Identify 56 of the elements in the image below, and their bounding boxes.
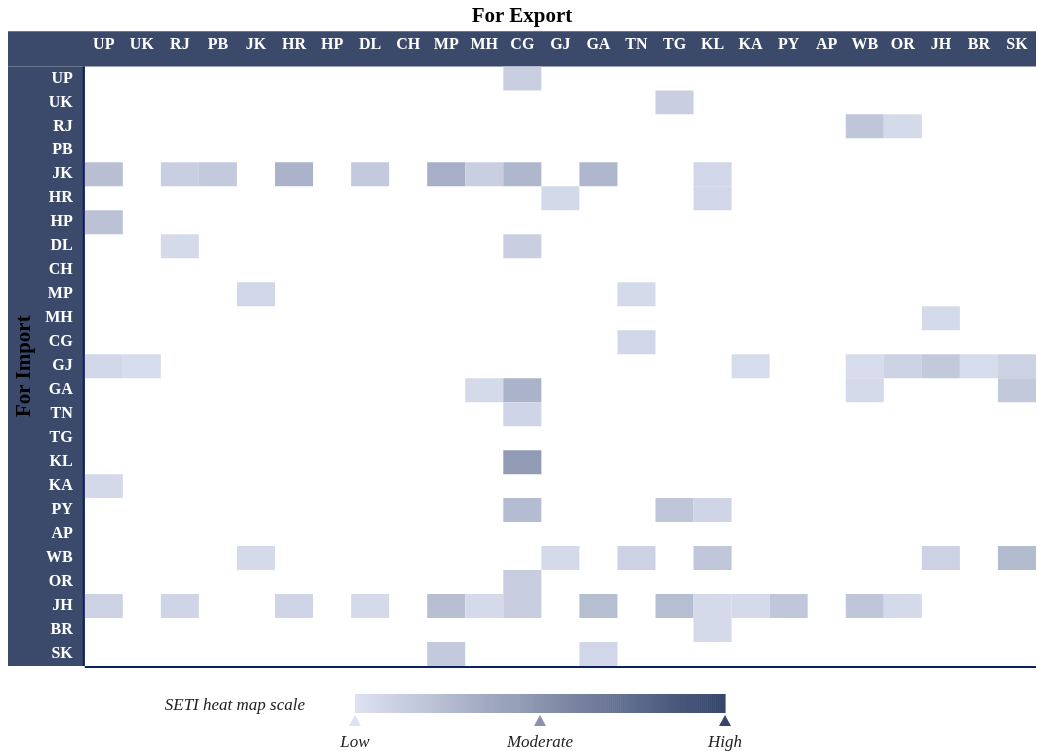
y-tick-label: DL — [50, 236, 73, 254]
x-tick-label: CG — [510, 34, 535, 52]
x-tick-label: MP — [433, 34, 459, 52]
y-tick-label: GA — [48, 380, 74, 398]
x-tick-label: UP — [93, 34, 115, 52]
chart-title: For Export — [471, 3, 573, 28]
y-tick-label: WB — [46, 548, 74, 566]
x-tick-label: OR — [890, 34, 916, 52]
y-tick-label: CG — [48, 332, 74, 350]
x-tick-label: WB — [851, 34, 879, 52]
x-tick-label: RJ — [170, 34, 190, 52]
y-tick-label: JH — [52, 596, 74, 614]
x-tick-label: BR — [967, 34, 991, 52]
x-tick-label: HP — [320, 34, 344, 52]
color-bar-label: High — [707, 732, 742, 751]
x-tick-label: PB — [207, 34, 229, 52]
y-tick-label: MP — [47, 284, 73, 302]
y-tick-label: KL — [49, 452, 73, 470]
x-tick-label: GA — [586, 34, 611, 52]
y-tick-label: RJ — [53, 116, 73, 134]
y-tick-label: PB — [52, 140, 74, 158]
color-bar-title: SETI heat map scale — [164, 695, 306, 714]
y-tick-label: HR — [48, 188, 74, 206]
y-tick-label: BR — [50, 620, 74, 638]
x-tick-label: KA — [738, 34, 764, 52]
color-bar-label: Low — [339, 732, 371, 751]
y-tick-label: KA — [48, 476, 74, 494]
x-tick-label: JK — [245, 34, 267, 52]
y-tick-label: JK — [52, 164, 74, 182]
x-tick-label: TN — [625, 34, 649, 52]
y-tick-label: CH — [48, 260, 74, 278]
y-tick-label: PY — [51, 500, 74, 518]
x-tick-label: JH — [930, 34, 952, 52]
x-tick-label: KL — [701, 34, 725, 52]
x-tick-label: UK — [129, 34, 155, 52]
y-tick-label: HP — [50, 212, 73, 230]
y-tick-label: TG — [49, 428, 74, 446]
y-tick-label: OR — [48, 572, 74, 590]
x-tick-label: CH — [396, 34, 421, 52]
y-tick-label: AP — [51, 524, 73, 542]
y-axis-title: For Import — [11, 315, 36, 418]
y-tick-label: MH — [45, 308, 74, 326]
color-bar-label: Moderate — [505, 732, 574, 751]
x-tick-label: GJ — [550, 34, 571, 52]
y-tick-label: UP — [51, 68, 73, 86]
x-tick-label: TG — [662, 34, 687, 52]
x-tick-label: MH — [470, 34, 499, 52]
y-tick-label: SK — [51, 644, 74, 662]
x-tick-label: SK — [1006, 34, 1029, 52]
x-tick-label: PY — [778, 34, 800, 52]
x-tick-label: AP — [816, 34, 838, 52]
x-tick-label: DL — [359, 34, 382, 52]
y-tick-label: UK — [48, 92, 74, 110]
y-tick-label: GJ — [52, 356, 73, 374]
x-tick-label: HR — [282, 34, 307, 52]
y-tick-label: TN — [50, 404, 74, 422]
